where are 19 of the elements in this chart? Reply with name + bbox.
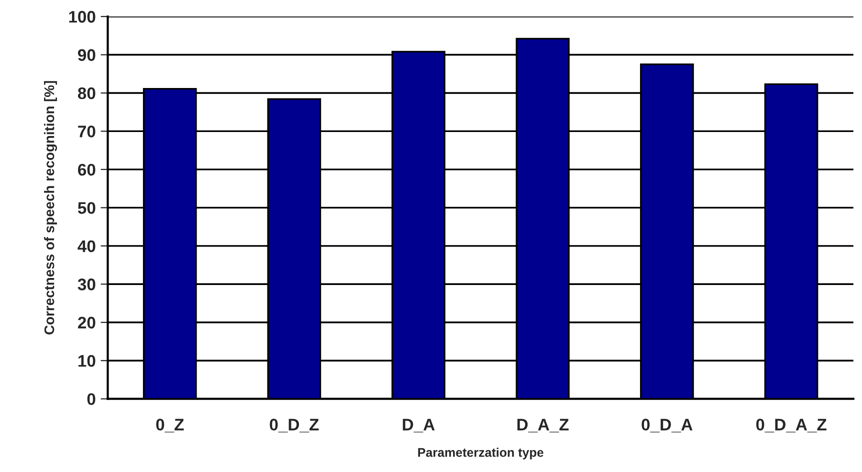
x-tick-label: 0_Z xyxy=(156,418,184,432)
y-axis-title: Correctness of speech recognition [%] xyxy=(44,81,58,334)
y-tick-label: 40 xyxy=(78,240,96,252)
y-tick-label: 80 xyxy=(78,87,96,100)
y-tick-label: 100 xyxy=(69,10,96,23)
y-tick-label: 90 xyxy=(78,49,96,61)
x-tick-label: 0_D_A_Z xyxy=(756,418,826,432)
x-tick-label: D_A_Z xyxy=(517,418,569,432)
y-tick-label: 50 xyxy=(78,202,96,214)
x-tick-label: D_A xyxy=(402,418,435,432)
x-tick-label: 0_D_Z xyxy=(270,418,319,432)
y-tick-label: 20 xyxy=(78,316,96,329)
y-tick-label: 0 xyxy=(87,393,96,406)
x-tick-label: 0_D_A xyxy=(642,418,692,432)
y-tick-label: 60 xyxy=(78,164,96,176)
y-tick-label: 30 xyxy=(78,278,96,290)
y-tick-label: 70 xyxy=(78,126,96,138)
y-tick-label: 10 xyxy=(78,355,96,367)
x-axis-title: Parameterzation type xyxy=(418,448,544,460)
